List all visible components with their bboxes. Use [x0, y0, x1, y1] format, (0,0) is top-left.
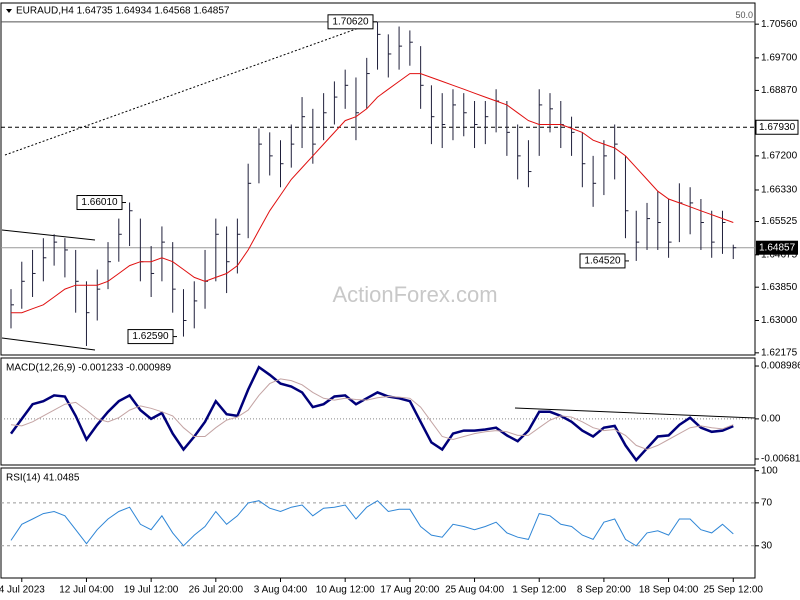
moving-average [11, 73, 734, 314]
wedge-line [1, 337, 96, 351]
callout-box [127, 329, 174, 345]
y-tick-label: 1.68870 [761, 85, 798, 96]
x-tick-label: 19 Jul 12:00 [124, 585, 179, 596]
x-tick-label: 3 Aug 04:00 [254, 585, 308, 596]
callout-label: 1.64520 [584, 256, 621, 267]
rsi-line [10, 500, 734, 547]
y-tick-label: 1.66330 [761, 185, 798, 196]
y-tick-label: 1.70560 [761, 19, 798, 30]
y-tick-label: 1.62175 [761, 347, 798, 358]
watermark: ActionForex.com [332, 282, 497, 307]
callout-box [579, 253, 626, 269]
x-tick-label: 17 Aug 20:00 [380, 585, 439, 596]
macd-title: MACD(12,26,9) -0.001233 -0.000989 [6, 363, 172, 374]
last-price-box [756, 240, 798, 255]
callout-label: 1.70620 [332, 16, 369, 27]
callout-label: 1.62590 [132, 331, 169, 342]
callout-box [76, 195, 123, 211]
x-tick-label: 12 Jul 04:00 [59, 585, 114, 596]
y-tick-label: -0.006816 [761, 454, 800, 465]
macd-panel [0, 357, 756, 466]
rsi-panel [0, 467, 756, 579]
y-tick-label: 1.63850 [761, 282, 798, 293]
trend-line [4, 23, 371, 156]
wedge-line [1, 229, 96, 241]
y-tick-label: 1.64675 [761, 249, 798, 260]
y-tick-label: 1.63000 [761, 315, 798, 326]
last-price-label: 1.64857 [759, 242, 796, 253]
x-tick-label: 25 Sep 12:00 [704, 585, 764, 596]
price-title: EURAUD,H4 1.64735 1.64934 1.64568 1.6485… [16, 6, 230, 17]
x-tick-label: 1 Sep 12:00 [512, 585, 566, 596]
y-tick-label: 1.67200 [761, 151, 798, 162]
y-tick-label: 0.00 [761, 414, 781, 425]
rsi-title: RSI(14) 41.0485 [6, 473, 80, 484]
price-panel [0, 2, 756, 356]
y-tick-label: 30 [761, 540, 773, 551]
x-tick-label: 10 Aug 12:00 [316, 585, 375, 596]
y-tick-label: 1.69700 [761, 53, 798, 64]
callout-box [327, 14, 374, 30]
y-tick-label: 100 [761, 465, 778, 476]
y-tick-label: 70 [761, 498, 773, 509]
y-tick-label: 1.65525 [761, 216, 798, 227]
callout-label: 1.66010 [81, 197, 118, 208]
x-tick-label: 4 Jul 2023 [0, 585, 45, 596]
resistance-box [755, 119, 799, 135]
fib-label: 50.0 [735, 10, 753, 20]
signal-line [10, 378, 734, 451]
y-tick-label: 0.008986 [761, 361, 800, 372]
macd-trend-line [514, 407, 756, 419]
symbol-icon [6, 9, 12, 13]
macd-line [9, 365, 734, 463]
x-tick-label: 8 Sep 20:00 [577, 585, 631, 596]
resistance-label: 1.67930 [759, 122, 796, 133]
x-tick-label: 26 Jul 20:00 [189, 585, 244, 596]
x-tick-label: 25 Aug 04:00 [445, 585, 504, 596]
x-tick-label: 18 Sep 04:00 [639, 585, 699, 596]
